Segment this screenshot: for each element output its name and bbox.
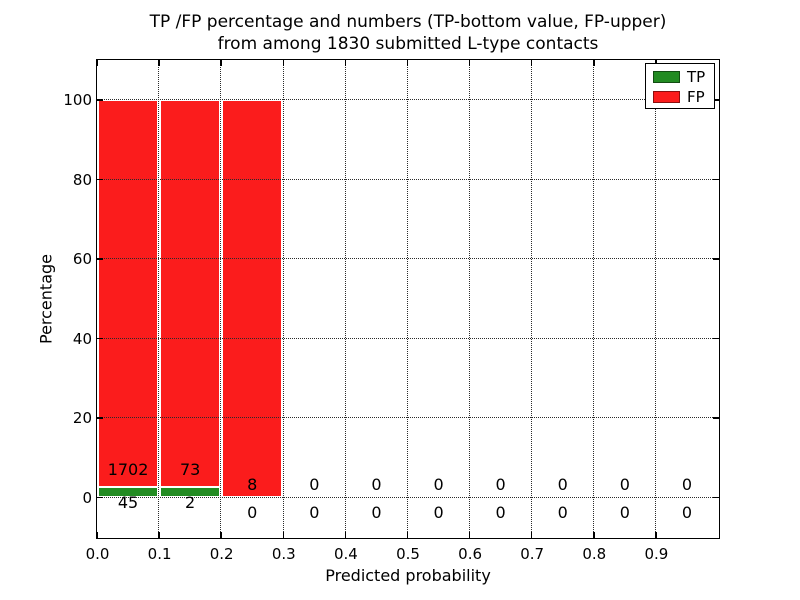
tp-count-label: 0 <box>247 502 258 522</box>
y-tick-label: 40 <box>72 329 92 348</box>
x-tick-mark <box>530 532 533 538</box>
fp-count-label: 0 <box>371 474 382 494</box>
x-axis-label: Predicted probability <box>325 566 491 585</box>
gridline-vertical <box>468 60 470 538</box>
x-tick-label: 0.2 <box>209 545 234 563</box>
x-tick-mark-top <box>530 60 533 66</box>
y-tick-label: 20 <box>72 409 92 428</box>
bar-fp-segment <box>160 99 221 487</box>
gridline-horizontal <box>97 178 719 180</box>
x-tick-label: 0.0 <box>85 545 110 563</box>
legend-label-tp: TP <box>687 68 706 86</box>
gridline-vertical <box>282 60 284 538</box>
fp-count-label: 73 <box>179 459 201 479</box>
x-tick-label: 0.8 <box>582 545 607 563</box>
x-tick-mark <box>158 532 160 538</box>
gridline-vertical <box>406 60 408 538</box>
gridline-vertical <box>593 60 595 538</box>
x-tick-mark <box>406 532 409 538</box>
x-tick-mark-top <box>96 60 98 66</box>
gridline-vertical <box>655 60 657 538</box>
gridline-horizontal <box>97 496 719 498</box>
bar-fp-segment <box>98 99 159 487</box>
x-tick-mark-top <box>158 60 160 66</box>
fp-count-label: 0 <box>309 474 320 494</box>
y-tick-mark-right <box>713 258 719 260</box>
fp-count-label: 8 <box>247 474 258 494</box>
x-tick-label: 0.6 <box>458 545 483 563</box>
y-tick-label: 60 <box>72 250 92 269</box>
y-tick-label: 100 <box>63 91 92 110</box>
x-tick-mark-top <box>282 60 285 66</box>
fp-count-label: 0 <box>433 474 444 494</box>
y-tick-mark-right <box>713 417 719 419</box>
x-tick-mark <box>468 532 471 538</box>
plot-area: 1702 45 73 2 8 0 0 0 0 0 0 0 0 0 0 0 0 0 0 0 <box>96 59 720 539</box>
legend-label-fp: FP <box>687 88 705 106</box>
legend-entry-tp: TP <box>646 67 714 87</box>
chart-title-line1: TP /FP percentage and numbers (TP-bottom… <box>149 12 667 32</box>
y-tick-mark <box>97 496 103 498</box>
fp-count-label: 0 <box>619 474 630 494</box>
gridline-vertical <box>158 60 160 538</box>
y-tick-mark-right <box>713 337 719 339</box>
x-tick-label: 0.9 <box>644 545 669 563</box>
x-tick-mark-top <box>406 60 409 66</box>
tp-count-label: 45 <box>117 492 139 512</box>
y-tick-mark-right <box>713 99 719 101</box>
fp-count-label: 1702 <box>107 459 149 479</box>
x-tick-label: 0.3 <box>271 545 296 563</box>
tp-count-label: 0 <box>619 502 630 522</box>
gridline-horizontal <box>97 258 719 259</box>
legend: TP FP <box>645 63 715 109</box>
gridline-horizontal <box>97 99 719 100</box>
gridline-vertical <box>220 60 222 538</box>
x-tick-mark-top <box>220 60 222 66</box>
y-tick-mark <box>97 258 103 260</box>
y-tick-mark <box>97 99 103 101</box>
x-tick-mark <box>96 532 98 538</box>
y-tick-mark <box>97 337 103 339</box>
fp-count-label: 0 <box>681 474 693 494</box>
fp-count-label: 0 <box>495 474 506 494</box>
bar-fp-segment <box>222 99 283 498</box>
gridline-horizontal <box>97 417 719 418</box>
x-tick-mark <box>344 532 347 538</box>
fp-count-label: 0 <box>557 474 568 494</box>
y-tick-label: 0 <box>82 488 92 507</box>
y-tick-label: 80 <box>72 170 92 189</box>
x-tick-mark <box>282 532 285 538</box>
legend-swatch-tp <box>653 71 680 83</box>
tp-count-label: 0 <box>495 502 506 522</box>
tp-count-label: 0 <box>557 502 568 522</box>
tp-count-label: 2 <box>185 492 196 512</box>
x-tick-label: 0.4 <box>333 545 358 563</box>
gridline-vertical <box>344 60 346 538</box>
y-tick-mark-right <box>713 496 719 498</box>
x-tick-mark <box>593 532 595 538</box>
x-tick-mark-top <box>344 60 347 66</box>
legend-swatch-fp <box>653 91 680 103</box>
gridline-vertical <box>530 60 532 538</box>
y-tick-mark-right <box>713 178 719 180</box>
y-tick-mark <box>97 178 103 180</box>
chart-title-line2: from among 1830 submitted L-type contact… <box>217 34 599 54</box>
tp-count-label: 0 <box>309 502 320 522</box>
tp-count-label: 0 <box>681 502 693 522</box>
tp-count-label: 0 <box>433 502 444 522</box>
y-tick-mark <box>97 417 103 419</box>
gridline-horizontal <box>97 337 719 339</box>
x-tick-mark <box>220 532 222 538</box>
x-tick-mark <box>655 532 657 538</box>
x-tick-label: 0.1 <box>147 545 172 563</box>
legend-entry-fp: FP <box>646 87 714 107</box>
x-tick-mark-top <box>593 60 595 66</box>
x-tick-mark-top <box>468 60 471 66</box>
x-tick-label: 0.5 <box>396 545 420 563</box>
x-tick-label: 0.7 <box>520 545 545 563</box>
tp-count-label: 0 <box>371 502 382 522</box>
